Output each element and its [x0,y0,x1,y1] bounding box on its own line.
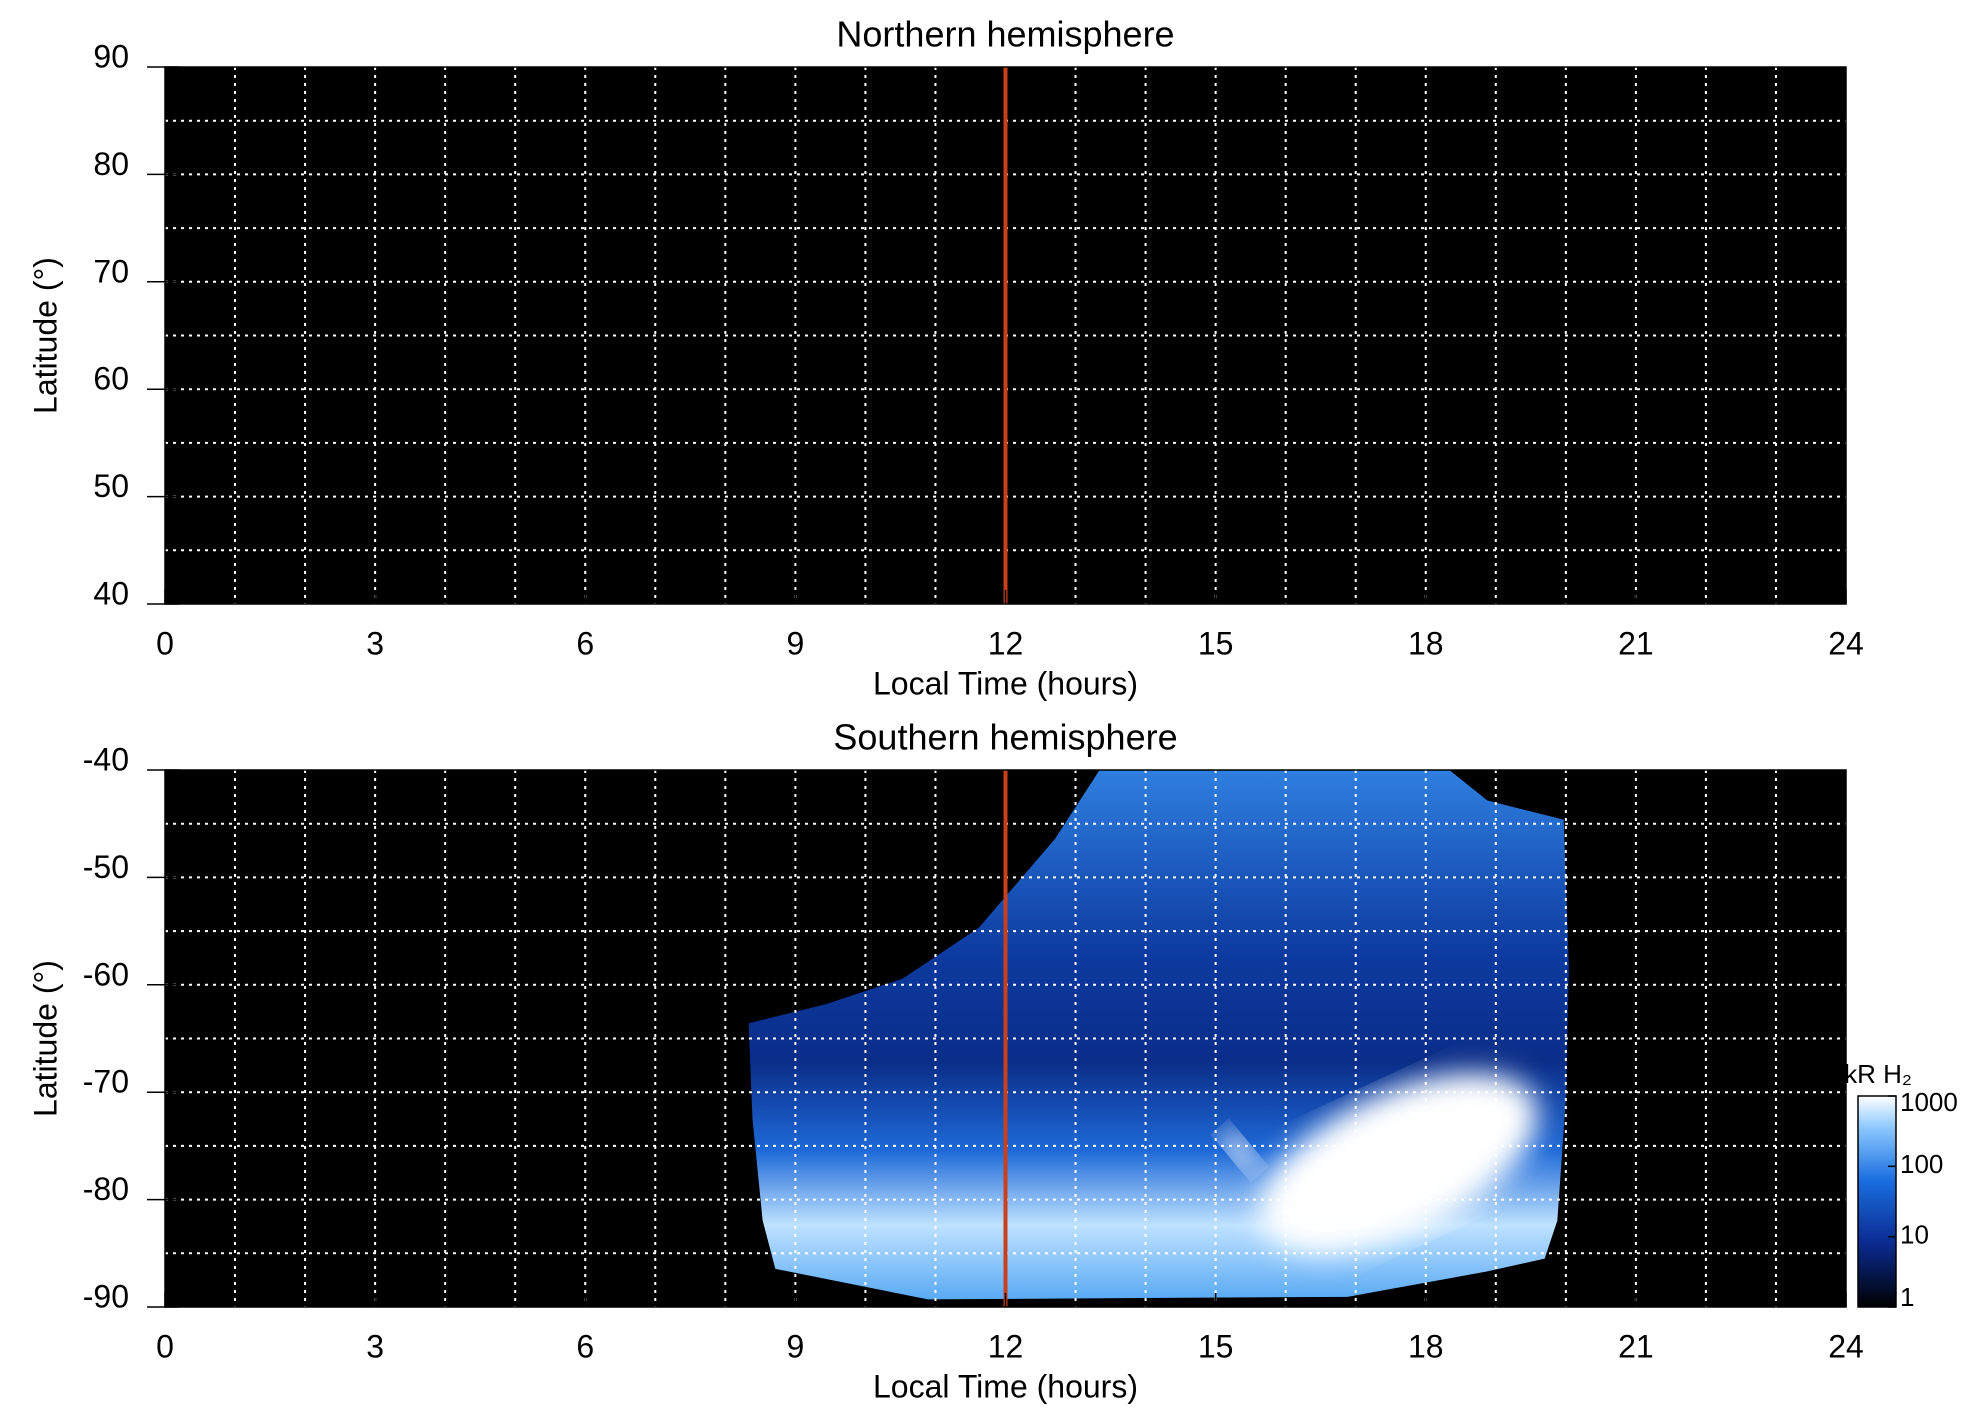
x-tick-label: 12 [988,625,1024,661]
x-axis-label: Local Time (hours) [873,665,1138,701]
emission-bright [1221,1129,1258,1172]
chart-title: Southern hemisphere [833,717,1177,758]
x-tick-label: 3 [366,625,384,661]
y-axis-label: Latitude (°) [27,960,63,1117]
y-tick-label: -40 [83,741,129,777]
y-tick-label: 40 [93,575,129,611]
x-tick-label: 24 [1828,1328,1864,1364]
x-tick-label: 15 [1198,625,1234,661]
y-tick-label: -60 [83,956,129,992]
x-tick-label: 18 [1408,625,1444,661]
emission-bright [1259,1073,1538,1253]
y-axis-label: Latitude (°) [27,257,63,414]
x-tick-label: 15 [1198,1328,1234,1364]
x-tick-label: 21 [1618,1328,1654,1364]
colorbar-tick-label: 1000 [1900,1087,1958,1117]
y-tick-label: 70 [93,253,129,289]
x-tick-label: 9 [786,1328,804,1364]
x-tick-label: 6 [576,1328,594,1364]
x-tick-label: 0 [156,625,174,661]
colorbar [1857,1095,1897,1308]
y-tick-label: 90 [93,38,129,74]
y-tick-label: 60 [93,361,129,397]
x-tick-label: 24 [1828,625,1864,661]
colorbar-tick-label: 1 [1900,1282,1914,1312]
colorbar-tick-label: 10 [1900,1220,1929,1250]
x-tick-label: 12 [988,1328,1024,1364]
x-tick-label: 9 [786,625,804,661]
y-tick-label: 50 [93,468,129,504]
x-tick-label: 3 [366,1328,384,1364]
x-tick-label: 21 [1618,625,1654,661]
y-tick-label: 80 [93,146,129,182]
y-tick-label: -50 [83,849,129,885]
x-tick-label: 18 [1408,1328,1444,1364]
colorbar-label: kR H₂ [1844,1059,1912,1089]
x-tick-label: 0 [156,1328,174,1364]
x-tick-label: 6 [576,625,594,661]
y-tick-label: -90 [83,1278,129,1314]
y-tick-label: -80 [83,1171,129,1207]
y-tick-label: -70 [83,1064,129,1100]
x-axis-label: Local Time (hours) [873,1368,1138,1404]
chart-title: Northern hemisphere [836,14,1174,55]
colorbar-tick-label: 100 [1900,1149,1943,1179]
